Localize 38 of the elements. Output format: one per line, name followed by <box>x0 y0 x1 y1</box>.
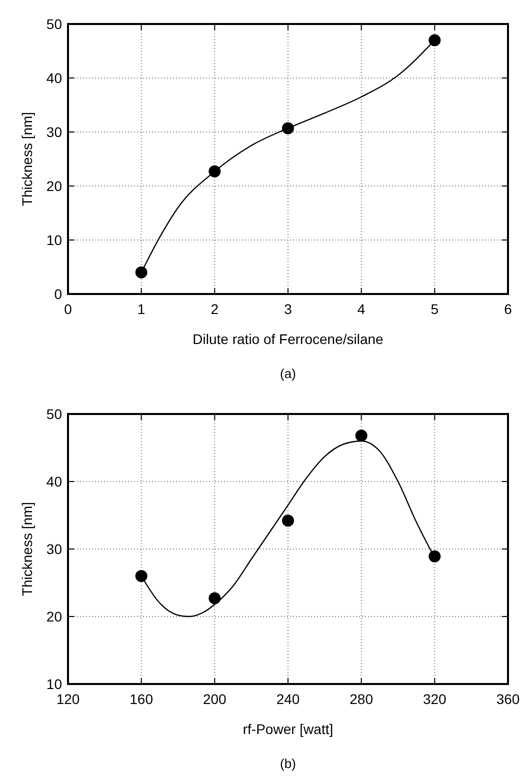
x-axis-title: Dilute ratio of Ferrocene/silane <box>192 331 384 347</box>
y-tick-label: 10 <box>46 676 62 692</box>
point <box>282 514 294 527</box>
point <box>135 570 148 582</box>
x-tick-label: 1 <box>137 301 146 317</box>
point <box>135 266 148 278</box>
x-tick-label: 6 <box>504 301 512 317</box>
y-tick-label: 20 <box>46 178 62 194</box>
y-tick-label: 30 <box>46 124 62 140</box>
point <box>428 34 441 46</box>
x-tick-label: 2 <box>210 301 219 317</box>
y-tick-label: 40 <box>46 70 62 86</box>
y-tick-label: 40 <box>46 474 62 490</box>
x-tick-label: 200 <box>202 691 227 707</box>
y-tick-label: 50 <box>46 406 62 422</box>
point <box>208 592 221 604</box>
x-tick-label: 4 <box>357 301 366 317</box>
y-tick-label: 50 <box>46 16 62 32</box>
x-tick-label: 240 <box>276 691 300 707</box>
y-tick-label: 10 <box>46 232 62 248</box>
x-tick-label: 120 <box>56 691 80 707</box>
text: (b) <box>280 756 296 771</box>
x-tick-label: 5 <box>430 301 439 317</box>
x-tick-label: 0 <box>64 301 72 317</box>
point <box>428 550 441 562</box>
y-tick-label: 20 <box>46 608 62 624</box>
y-axis-title: Thickness [nm] <box>19 112 35 206</box>
x-tick-label: 360 <box>496 691 520 707</box>
x-tick-label: 320 <box>422 691 447 707</box>
y-tick-label: 0 <box>54 286 62 302</box>
x-tick-label: 160 <box>130 691 154 707</box>
y-tick-label: 30 <box>46 541 62 557</box>
x-axis-title: rf-Power [watt] <box>242 721 334 737</box>
x-tick-label: 280 <box>350 691 374 707</box>
point <box>355 430 368 442</box>
x-tick-label: 3 <box>284 301 292 317</box>
y-axis-title: Thickness [nm] <box>19 502 35 596</box>
text: (a) <box>280 366 296 381</box>
